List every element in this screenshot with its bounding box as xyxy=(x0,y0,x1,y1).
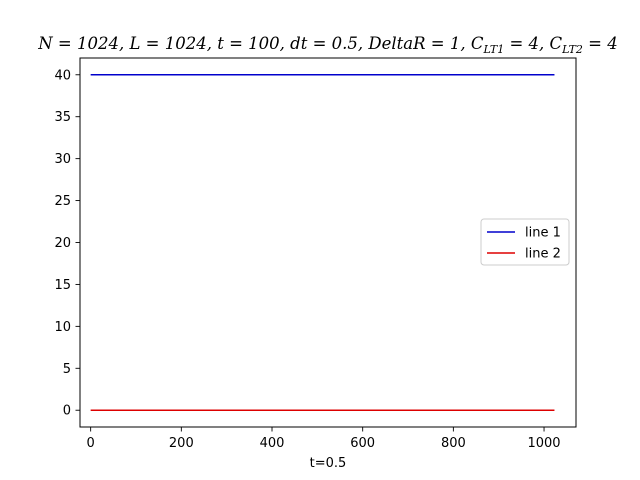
y-tick-label: 35 xyxy=(54,110,71,125)
legend: line 1 line 2 xyxy=(480,218,570,266)
title-segment: N = 1024, L = 1024, t = 100, dt = 0.5, D… xyxy=(37,34,484,53)
title-segment: = 4 xyxy=(583,34,618,53)
title-segment: = 4, C xyxy=(504,34,562,53)
x-tick-label: 600 xyxy=(350,436,375,451)
y-axis-ticks: 0 5 10 15 20 25 30 35 40 xyxy=(54,68,80,419)
title-subscript: LT2 xyxy=(561,43,583,56)
x-tick-label: 1000 xyxy=(527,436,560,451)
chart-title: N = 1024, L = 1024, t = 100, dt = 0.5, D… xyxy=(37,34,618,56)
x-tick-label: 400 xyxy=(260,436,285,451)
x-tick-label: 800 xyxy=(441,436,466,451)
x-tick-label: 0 xyxy=(87,436,95,451)
y-tick-label: 5 xyxy=(63,362,71,377)
plot-lines xyxy=(90,74,555,411)
y-tick-label: 40 xyxy=(54,68,71,83)
title-subscript: LT1 xyxy=(482,43,504,56)
y-tick-label: 25 xyxy=(54,194,71,209)
y-tick-label: 10 xyxy=(54,320,71,335)
x-axis-ticks: 0 200 400 600 800 1000 xyxy=(87,427,561,451)
x-tick-label: 200 xyxy=(169,436,194,451)
legend-label: line 1 xyxy=(525,226,561,241)
legend-label: line 2 xyxy=(525,247,561,262)
x-axis-label: t=0.5 xyxy=(310,456,347,471)
y-tick-label: 20 xyxy=(54,236,71,251)
y-tick-label: 0 xyxy=(63,404,71,419)
y-tick-label: 30 xyxy=(54,152,71,167)
y-tick-label: 15 xyxy=(54,278,71,293)
